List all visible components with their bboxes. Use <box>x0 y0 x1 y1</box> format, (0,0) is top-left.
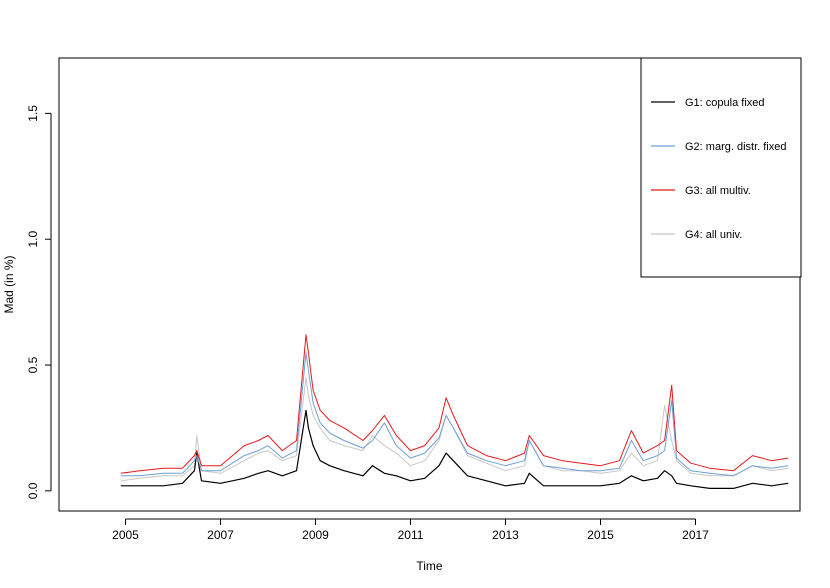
series-line-g3 <box>120 334 789 474</box>
y-tick-label: 1.0 <box>26 231 40 248</box>
x-axis: 2005 2007 2009 2011 2013 2015 2017 <box>112 518 709 542</box>
x-tick-label: 2017 <box>682 528 709 542</box>
y-tick-label: 0.0 <box>26 482 40 499</box>
y-tick-label: 1.5 <box>26 105 40 122</box>
legend-label: G2: marg. distr. fixed <box>685 141 786 153</box>
x-axis-title: Time <box>416 559 443 573</box>
series-line-g1 <box>120 409 789 489</box>
series-layer <box>120 334 789 489</box>
x-tick-label: 2007 <box>207 528 234 542</box>
legend-label: G1: copula fixed <box>685 97 765 109</box>
plot-frame <box>58 57 801 512</box>
y-tick-label: 0.5 <box>26 356 40 373</box>
legend-box <box>640 57 802 278</box>
legend-label: G3: all multiv. <box>685 185 751 197</box>
x-tick-label: 2009 <box>302 528 329 542</box>
y-axis: 0.0 0.5 1.0 1.5 <box>26 105 52 499</box>
x-tick-label: 2011 <box>398 528 424 542</box>
x-tick-label: 2005 <box>112 528 139 542</box>
x-tick-label: 2013 <box>492 528 519 542</box>
legend: G1: copula fixed G2: marg. distr. fixed G3… <box>640 57 802 278</box>
x-tick-label: 2015 <box>587 528 614 542</box>
y-axis-title: Mad (in %) <box>2 255 16 313</box>
series-line-g2 <box>120 352 789 477</box>
legend-label: G4: all univ. <box>685 229 742 241</box>
series-line-g4 <box>120 377 789 482</box>
